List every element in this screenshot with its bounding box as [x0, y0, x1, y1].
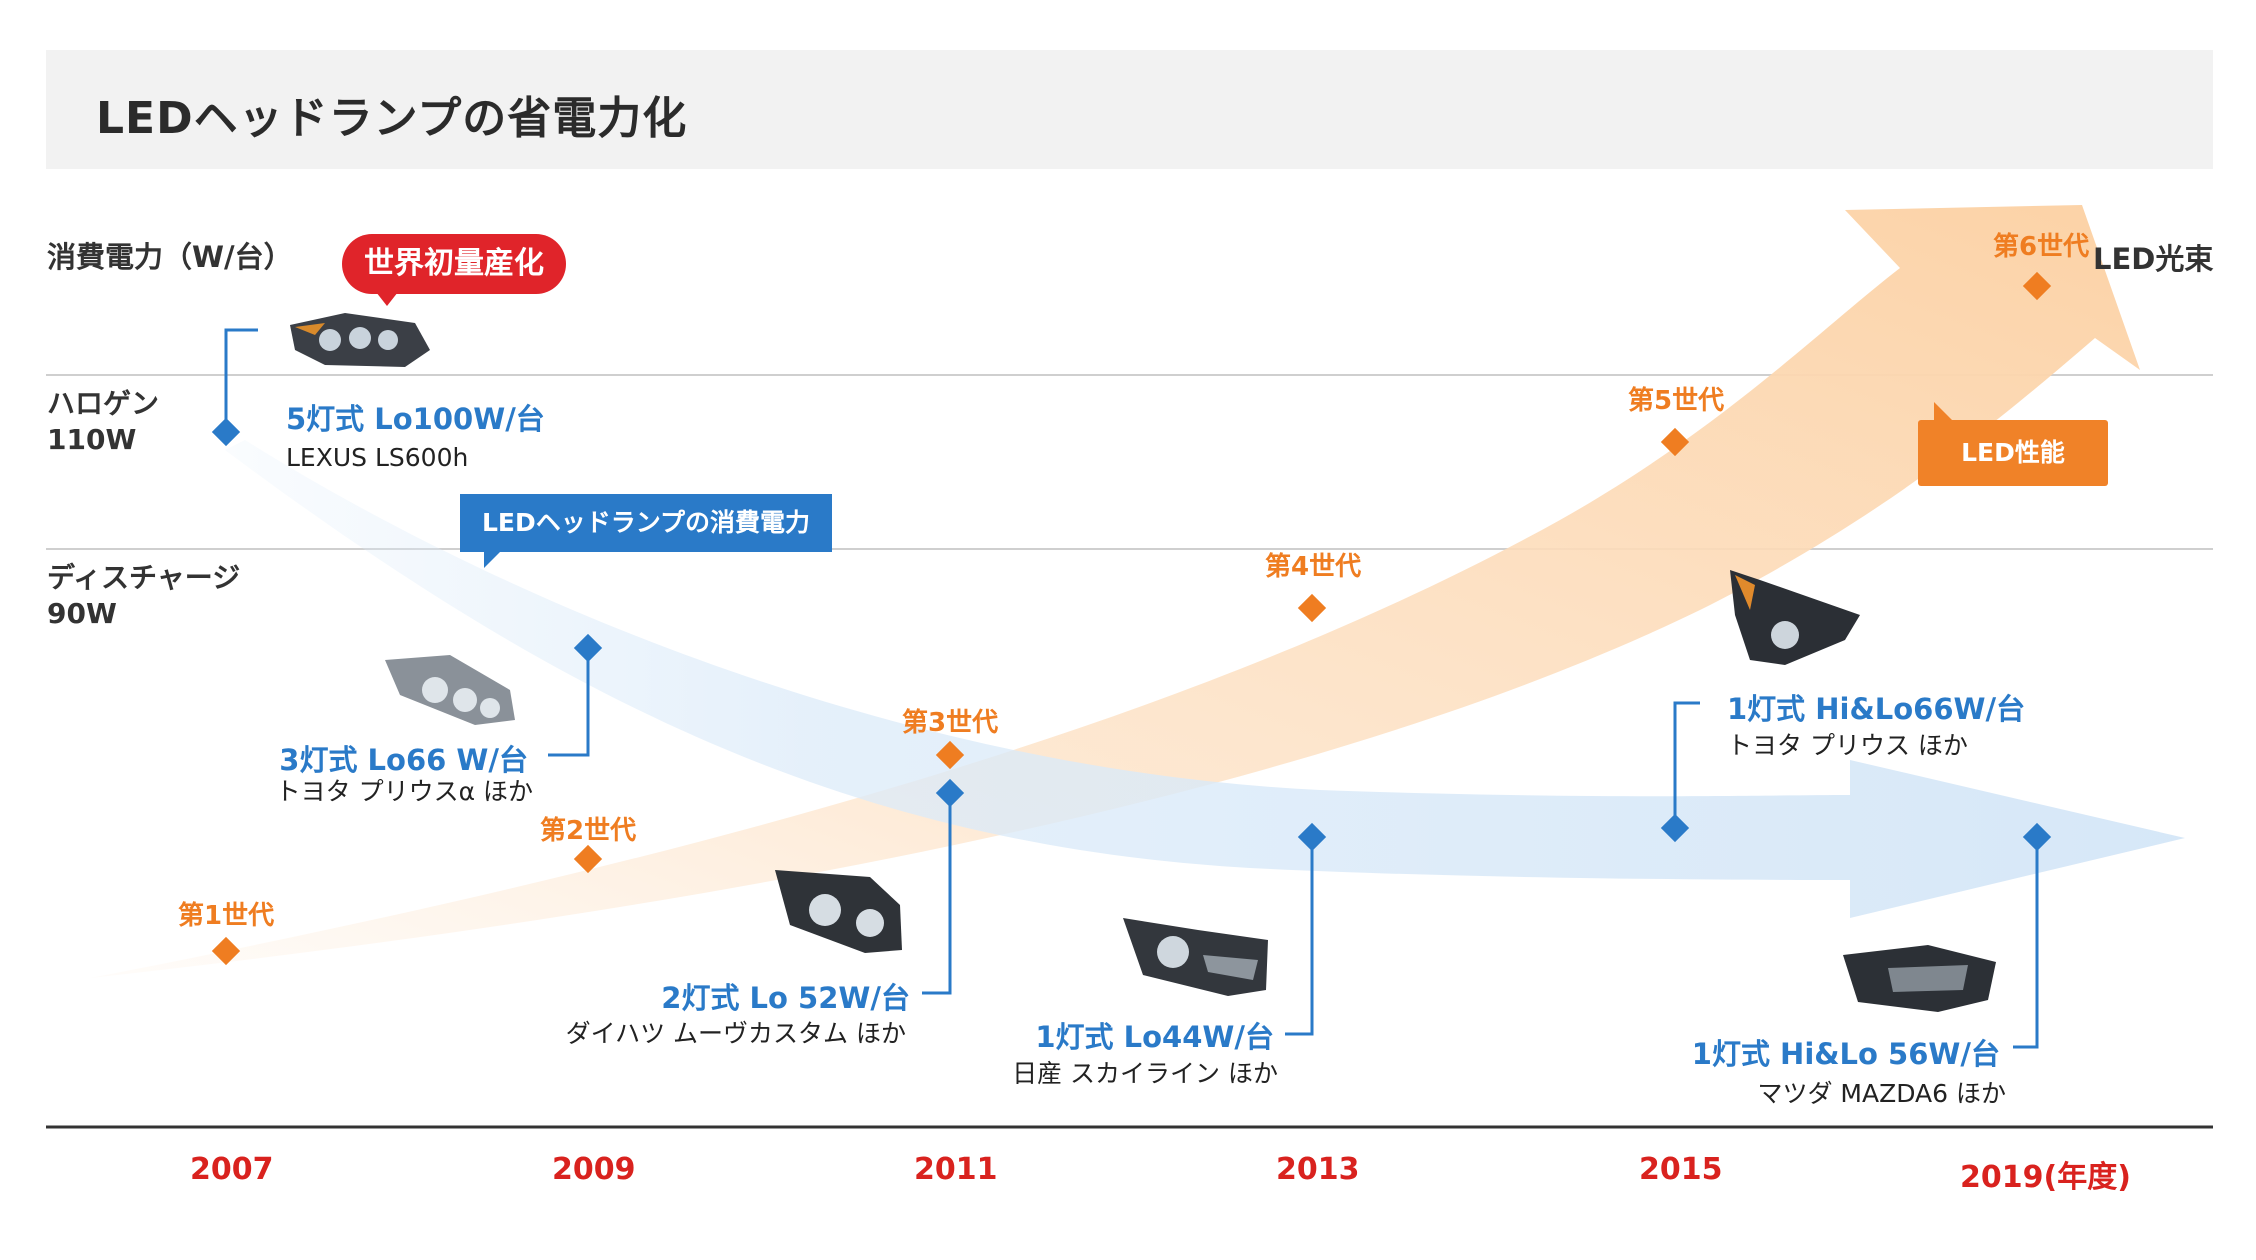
- gen-label-4: 第4世代: [1265, 552, 1362, 582]
- headlamp-image-move-custom: [775, 870, 902, 953]
- product-name-move-custom: 2灯式 Lo 52W/台: [661, 981, 910, 1015]
- gen-marker-1: [211, 936, 241, 966]
- power-marker-2015: [1660, 813, 1690, 843]
- year-2009: 2009: [552, 1152, 636, 1187]
- product-car-ls600h: LEXUS LS600h: [286, 443, 469, 472]
- level-discharge-watt: 90W: [47, 597, 117, 630]
- year-2019: 2019(年度): [1960, 1160, 2131, 1195]
- power-marker-2019: [2022, 822, 2052, 852]
- headlamp-image-skyline: [1123, 918, 1268, 996]
- gen-label-6: 第6世代: [1993, 232, 2090, 262]
- product-car-move-custom: ダイハツ ムーヴカスタム ほか: [565, 1019, 906, 1048]
- product-name-prius-alpha: 3灯式 Lo66 W/台: [279, 743, 528, 777]
- year-2015: 2015: [1639, 1152, 1723, 1187]
- gen-label-1: 第1世代: [178, 901, 275, 931]
- gen-label-2: 第2世代: [540, 816, 637, 846]
- connectors: [224, 328, 2039, 1049]
- power-marker-2011: [935, 778, 965, 808]
- product-car-skyline: 日産 スカイライン ほか: [1012, 1059, 1278, 1088]
- product-car-prius-alpha: トヨタ プリウスα ほか: [275, 777, 533, 806]
- level-discharge-name: ディスチャージ: [47, 561, 241, 594]
- led-performance-callout: LED性能: [1918, 402, 2108, 486]
- headlamp-image-prius-alpha: [385, 655, 515, 725]
- power-marker-2013: [1297, 822, 1327, 852]
- generation-markers: [211, 271, 2052, 966]
- product-car-mazda6: マツダ MAZDA6 ほか: [1757, 1079, 2006, 1108]
- level-discharge: ディスチャージ 90W: [47, 560, 240, 632]
- led-performance-arrow: [90, 205, 2140, 978]
- right-axis-caption: LED光束: [2093, 242, 2214, 276]
- product-name-ls600h: 5灯式 Lo100W/台: [286, 402, 545, 436]
- title-bar: LEDヘッドランプの省電力化: [46, 50, 2213, 169]
- product-name-skyline: 1灯式 Lo44W/台: [1035, 1020, 1274, 1054]
- headlamp-image-prius: [1730, 570, 1860, 665]
- level-halogen: ハロゲン 110W: [47, 386, 159, 458]
- headlamp-image-ls600h: [290, 313, 430, 367]
- gen-marker-4: [1297, 593, 1327, 623]
- year-2007: 2007: [190, 1152, 274, 1187]
- led-power-callout: LEDヘッドランプの消費電力: [460, 494, 832, 568]
- first-mass-production-callout: 世界初量産化: [342, 234, 566, 306]
- power-marker-2009: [573, 633, 603, 663]
- page-title: LEDヘッドランプの省電力化: [96, 93, 688, 144]
- gen-marker-3: [935, 740, 965, 770]
- gen-label-5: 第5世代: [1628, 386, 1725, 416]
- year-2013: 2013: [1276, 1152, 1360, 1187]
- year-2011: 2011: [914, 1152, 998, 1187]
- product-name-mazda6: 1灯式 Hi&Lo 56W/台: [1691, 1037, 2000, 1071]
- y-axis-caption: 消費電力（W/台）: [47, 240, 293, 274]
- power-marker-2007: [211, 417, 241, 447]
- led-power-arrow: [225, 440, 2185, 918]
- level-halogen-name: ハロゲン: [47, 387, 160, 420]
- gen-marker-6: [2022, 271, 2052, 301]
- gen-label-3: 第3世代: [902, 708, 999, 738]
- product-name-prius: 1灯式 Hi&Lo66W/台: [1727, 692, 2026, 726]
- product-car-prius: トヨタ プリウス ほか: [1727, 731, 1968, 760]
- level-halogen-watt: 110W: [47, 423, 137, 456]
- gen-marker-5: [1660, 427, 1690, 457]
- headlamp-image-mazda6: [1843, 945, 1996, 1012]
- gen-marker-2: [573, 844, 603, 874]
